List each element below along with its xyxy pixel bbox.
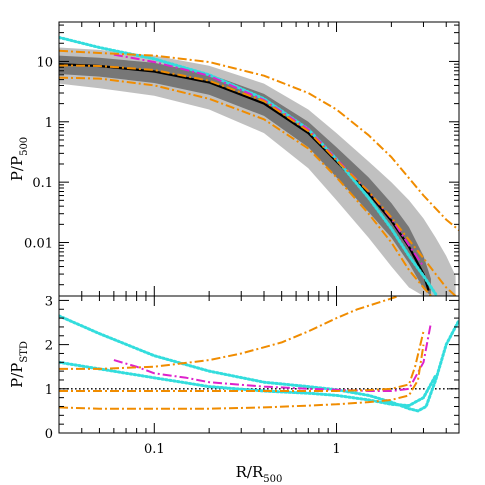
top-ylabel-main: P/P — [8, 156, 26, 181]
top-ytick-label: 10 — [36, 55, 53, 70]
bottom-ylabel-main: P/P — [8, 363, 26, 388]
top-band-outer-scatter — [59, 47, 456, 296]
top-ylabel-sub: 500 — [19, 137, 30, 156]
bottom-xlabel: R/R500 — [236, 463, 283, 485]
bottom-xtick-label: 1 — [332, 442, 340, 457]
top-ytick-label: 0.1 — [32, 176, 53, 191]
bottom-xlabel-main: R/R — [236, 463, 264, 481]
bottom-ylabel-sub: STD — [19, 341, 30, 363]
top-series-4 — [59, 76, 432, 296]
top-ylabel: P/P500 — [8, 137, 30, 181]
top-series-1 — [59, 35, 438, 296]
top-ytick-label: 0.01 — [24, 237, 53, 252]
top-plot-area — [59, 35, 459, 296]
top-ytick-label: 1 — [45, 116, 53, 131]
bottom-series-0 — [59, 314, 459, 413]
bottom-series-2 — [113, 322, 432, 392]
bottom-ytick-label: 3 — [45, 294, 53, 309]
bottom-xtick-label: 0.1 — [144, 442, 165, 457]
bottom-ylabel: P/PSTD — [8, 341, 30, 388]
bottom-series-5 — [59, 331, 425, 392]
bottom-ytick-label: 0 — [45, 427, 53, 442]
bottom-frame — [58, 295, 460, 434]
top-series-5 — [59, 64, 457, 296]
bottom-xlabel-sub: 500 — [263, 474, 282, 485]
bottom-plot-area — [59, 296, 459, 413]
top-series-0 — [59, 63, 430, 291]
top-series-2 — [113, 53, 425, 268]
bottom-ytick-label: 2 — [45, 339, 53, 354]
bottom-series-1 — [59, 360, 438, 408]
bottom-ytick-label: 1 — [45, 383, 53, 398]
bottom-series-4 — [59, 344, 425, 410]
top-series-3 — [59, 49, 459, 231]
top-band-inner-scatter — [59, 55, 431, 296]
bottom-series-3 — [59, 296, 402, 370]
